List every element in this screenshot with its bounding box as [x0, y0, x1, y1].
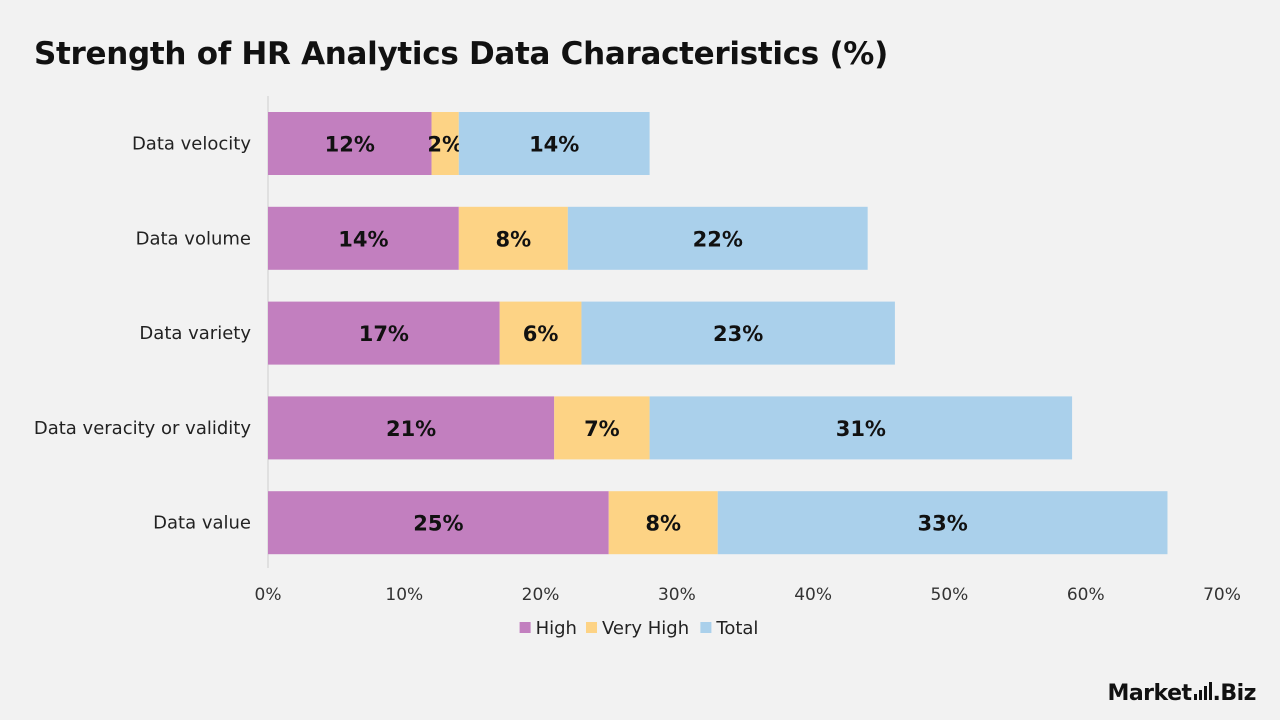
bar-segment: [554, 396, 650, 460]
bar-segment: [717, 491, 1168, 555]
bar-segment: [567, 206, 868, 270]
data-label: 14%: [338, 227, 388, 251]
bar-segment: [268, 491, 609, 555]
x-tick-label: 20%: [522, 585, 560, 605]
x-tick-label: 10%: [385, 585, 423, 605]
legend-swatch: [519, 622, 531, 633]
category-label: Data variety: [139, 323, 251, 344]
x-tick-label: 40%: [794, 585, 832, 605]
bar-segment: [649, 396, 1073, 460]
legend-label: Total: [715, 618, 758, 639]
legend-label: Very High: [602, 618, 689, 639]
data-label: 22%: [693, 227, 743, 251]
category-label: Data value: [153, 513, 251, 534]
x-tick-label: 50%: [931, 585, 969, 605]
data-label: 23%: [713, 322, 763, 346]
bar-segment: [458, 112, 650, 175]
brand-name-left: Market: [1107, 681, 1192, 706]
x-tick-label: 0%: [255, 585, 282, 605]
bar-segment: [431, 112, 459, 175]
legend-label: High: [536, 618, 577, 639]
legend-swatch: [586, 622, 597, 633]
bar-segment: [268, 301, 500, 365]
data-label: 17%: [359, 322, 409, 346]
x-tick-label: 30%: [658, 585, 696, 605]
bar-segment: [268, 206, 459, 270]
data-label: 2%: [427, 133, 463, 157]
bar-segment: [608, 491, 718, 555]
data-label: 14%: [529, 133, 579, 157]
bar-segment: [268, 112, 432, 175]
bar-segment: [581, 301, 895, 365]
bar-segment: [268, 396, 555, 460]
brand-name-right: .Biz: [1212, 681, 1257, 706]
data-label: 8%: [645, 512, 681, 536]
x-tick-label: 60%: [1067, 585, 1105, 605]
x-tick-label: 70%: [1203, 585, 1241, 605]
data-label: 25%: [413, 512, 463, 536]
chart-title: Strength of HR Analytics Data Characteri…: [34, 36, 888, 72]
data-label: 12%: [325, 133, 375, 157]
brand-logo: Market .Biz: [1107, 681, 1256, 706]
category-label: Data velocity: [132, 134, 251, 155]
legend-swatch: [700, 622, 712, 633]
bar-segment: [499, 301, 582, 365]
data-label: 31%: [836, 417, 886, 441]
data-label: 6%: [523, 322, 559, 346]
bar-chart-icon: [1193, 682, 1212, 700]
bar-segment: [458, 206, 568, 270]
data-label: 7%: [584, 417, 620, 441]
data-label: 8%: [495, 227, 531, 251]
category-label: Data veracity or validity: [34, 418, 251, 439]
data-label: 21%: [386, 417, 436, 441]
data-label: 33%: [917, 512, 967, 536]
category-label: Data volume: [136, 228, 251, 249]
